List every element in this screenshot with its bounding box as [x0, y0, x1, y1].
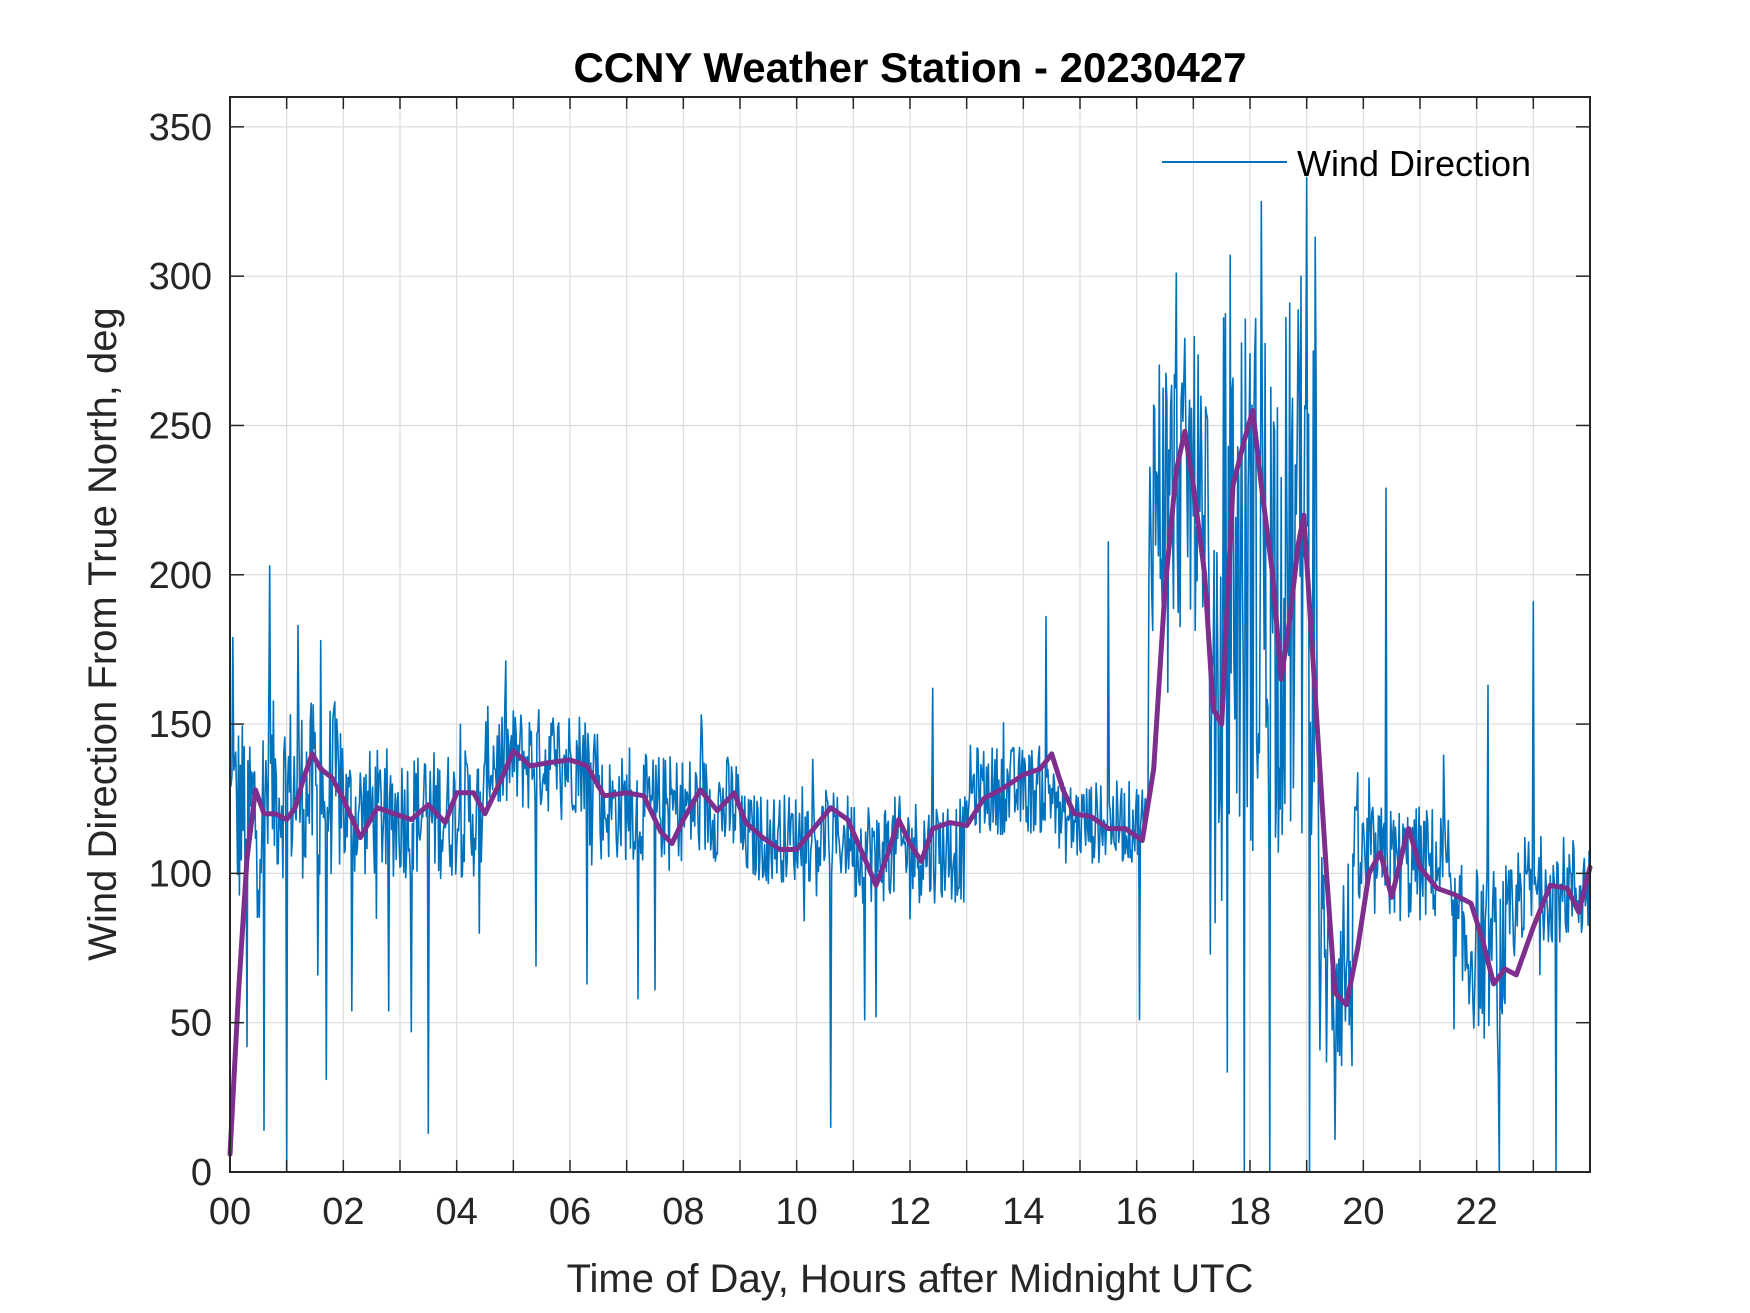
x-tick-label: 02 — [322, 1191, 364, 1233]
y-tick-label: 250 — [149, 405, 212, 447]
x-tick-label: 04 — [436, 1191, 478, 1233]
y-tick-labels: 0 50 100 150 200 250 300 350 — [149, 107, 212, 1194]
chart-title: CCNY Weather Station - 20230427 — [573, 44, 1246, 91]
raw-series — [229, 176, 1591, 1173]
y-tick-label: 150 — [149, 704, 212, 746]
x-axis-label: Time of Day, Hours after Midnight UTC — [567, 1257, 1254, 1301]
wind-direction-line — [229, 176, 1591, 1173]
smoothed-wind-direction-line — [227, 408, 1593, 1157]
legend-label-wind-direction: Wind Direction — [1297, 143, 1531, 184]
x-tick-label: 12 — [889, 1191, 931, 1233]
x-tick-label: 00 — [209, 1191, 251, 1233]
x-tick-labels: 00 02 04 06 08 10 12 14 16 18 20 22 — [209, 1191, 1498, 1233]
y-tick-label: 0 — [191, 1152, 212, 1194]
x-tick-label: 08 — [662, 1191, 704, 1233]
y-tick-label: 300 — [149, 256, 212, 298]
y-tick-label: 100 — [149, 853, 212, 895]
smoothed-series — [227, 408, 1593, 1157]
x-tick-label: 06 — [549, 1191, 591, 1233]
y-tick-label: 200 — [149, 555, 212, 597]
x-tick-label: 20 — [1342, 1191, 1384, 1233]
x-tick-label: 22 — [1456, 1191, 1498, 1233]
x-tick-label: 16 — [1116, 1191, 1158, 1233]
axis-ticks — [229, 97, 1590, 1173]
y-tick-label: 50 — [170, 1003, 212, 1045]
x-tick-label: 14 — [1002, 1191, 1044, 1233]
legend: Wind Direction — [1162, 143, 1531, 184]
x-tick-label: 18 — [1229, 1191, 1271, 1233]
y-tick-label: 350 — [149, 107, 212, 149]
x-tick-label: 10 — [776, 1191, 818, 1233]
y-axis-label: Wind Direction From True North, deg — [81, 307, 125, 961]
